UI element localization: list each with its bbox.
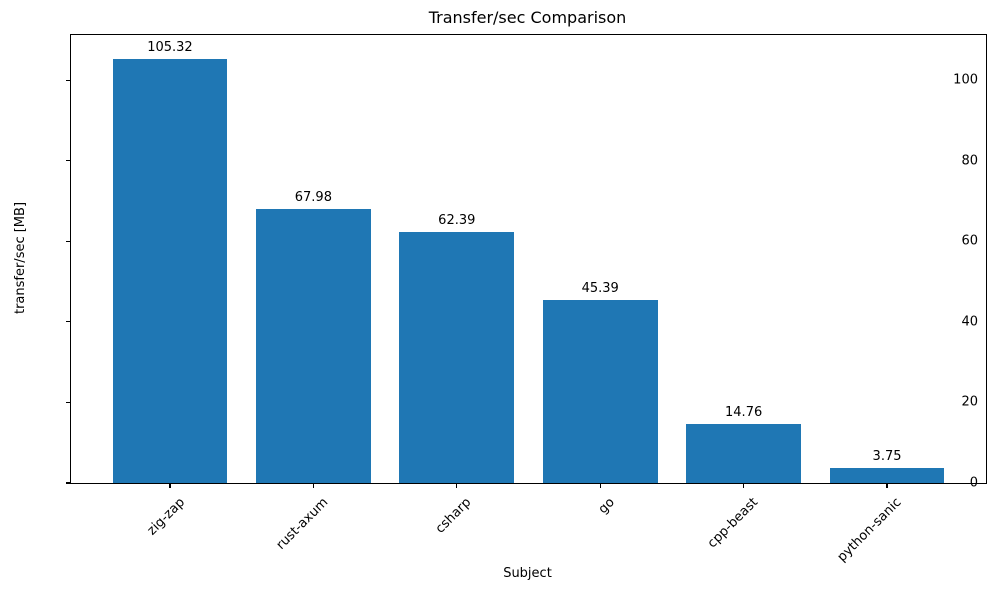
- x-tick-label: go: [595, 495, 618, 518]
- x-tick-label: rust-axum: [273, 495, 331, 553]
- y-tick-label: 20: [961, 394, 978, 410]
- y-tick-mark: [66, 401, 70, 404]
- y-tick-mark: [66, 321, 70, 323]
- x-tick-mark: [456, 484, 458, 488]
- bar-csharp: [399, 231, 515, 483]
- x-tick-mark: [599, 484, 601, 488]
- y-tick-label: 40: [961, 314, 978, 330]
- y-axis-label: transfer/sec [MB]: [13, 201, 28, 315]
- bar-value-label: 45.39: [581, 281, 619, 297]
- x-tick-mark: [169, 484, 171, 488]
- x-tick-label: zig-zap: [144, 495, 188, 539]
- bar-cpp-beast: [686, 423, 801, 483]
- bar-value-label: 62.39: [438, 212, 476, 228]
- x-tick-label: csharp: [432, 495, 475, 537]
- bar-rust-axum: [256, 209, 371, 483]
- bar-value-label: 105.32: [147, 39, 193, 55]
- y-tick-mark: [66, 482, 70, 484]
- bar-value-label: 3.75: [872, 448, 902, 464]
- bar-go: [542, 300, 658, 483]
- y-tick-mark: [66, 160, 70, 162]
- bar-value-label: 14.76: [725, 404, 763, 420]
- y-tick-label: 80: [961, 153, 978, 169]
- bar-value-label: 67.98: [294, 190, 332, 206]
- y-tick-label: 100: [953, 72, 978, 88]
- y-tick-mark: [66, 240, 70, 242]
- chart-title: Transfer/sec Comparison: [428, 8, 627, 27]
- bar-zig-zap: [112, 58, 228, 483]
- bar-python-sanic: [829, 467, 945, 483]
- x-tick-label: python-sanic: [834, 495, 905, 565]
- x-tick-mark: [743, 484, 745, 488]
- x-tick-mark: [312, 484, 314, 488]
- y-tick-label: 60: [961, 233, 978, 249]
- y-tick-mark: [66, 79, 70, 81]
- plot-area: 0 20 40 60 80 100 105.32 zig-zap 67.98 rust-axum 6…: [66, 34, 987, 565]
- y-tick-label: 0: [969, 475, 978, 491]
- x-tick-label: cpp-beast: [705, 495, 762, 552]
- x-tick-mark: [886, 484, 888, 488]
- x-axis-label: Subject: [503, 566, 552, 581]
